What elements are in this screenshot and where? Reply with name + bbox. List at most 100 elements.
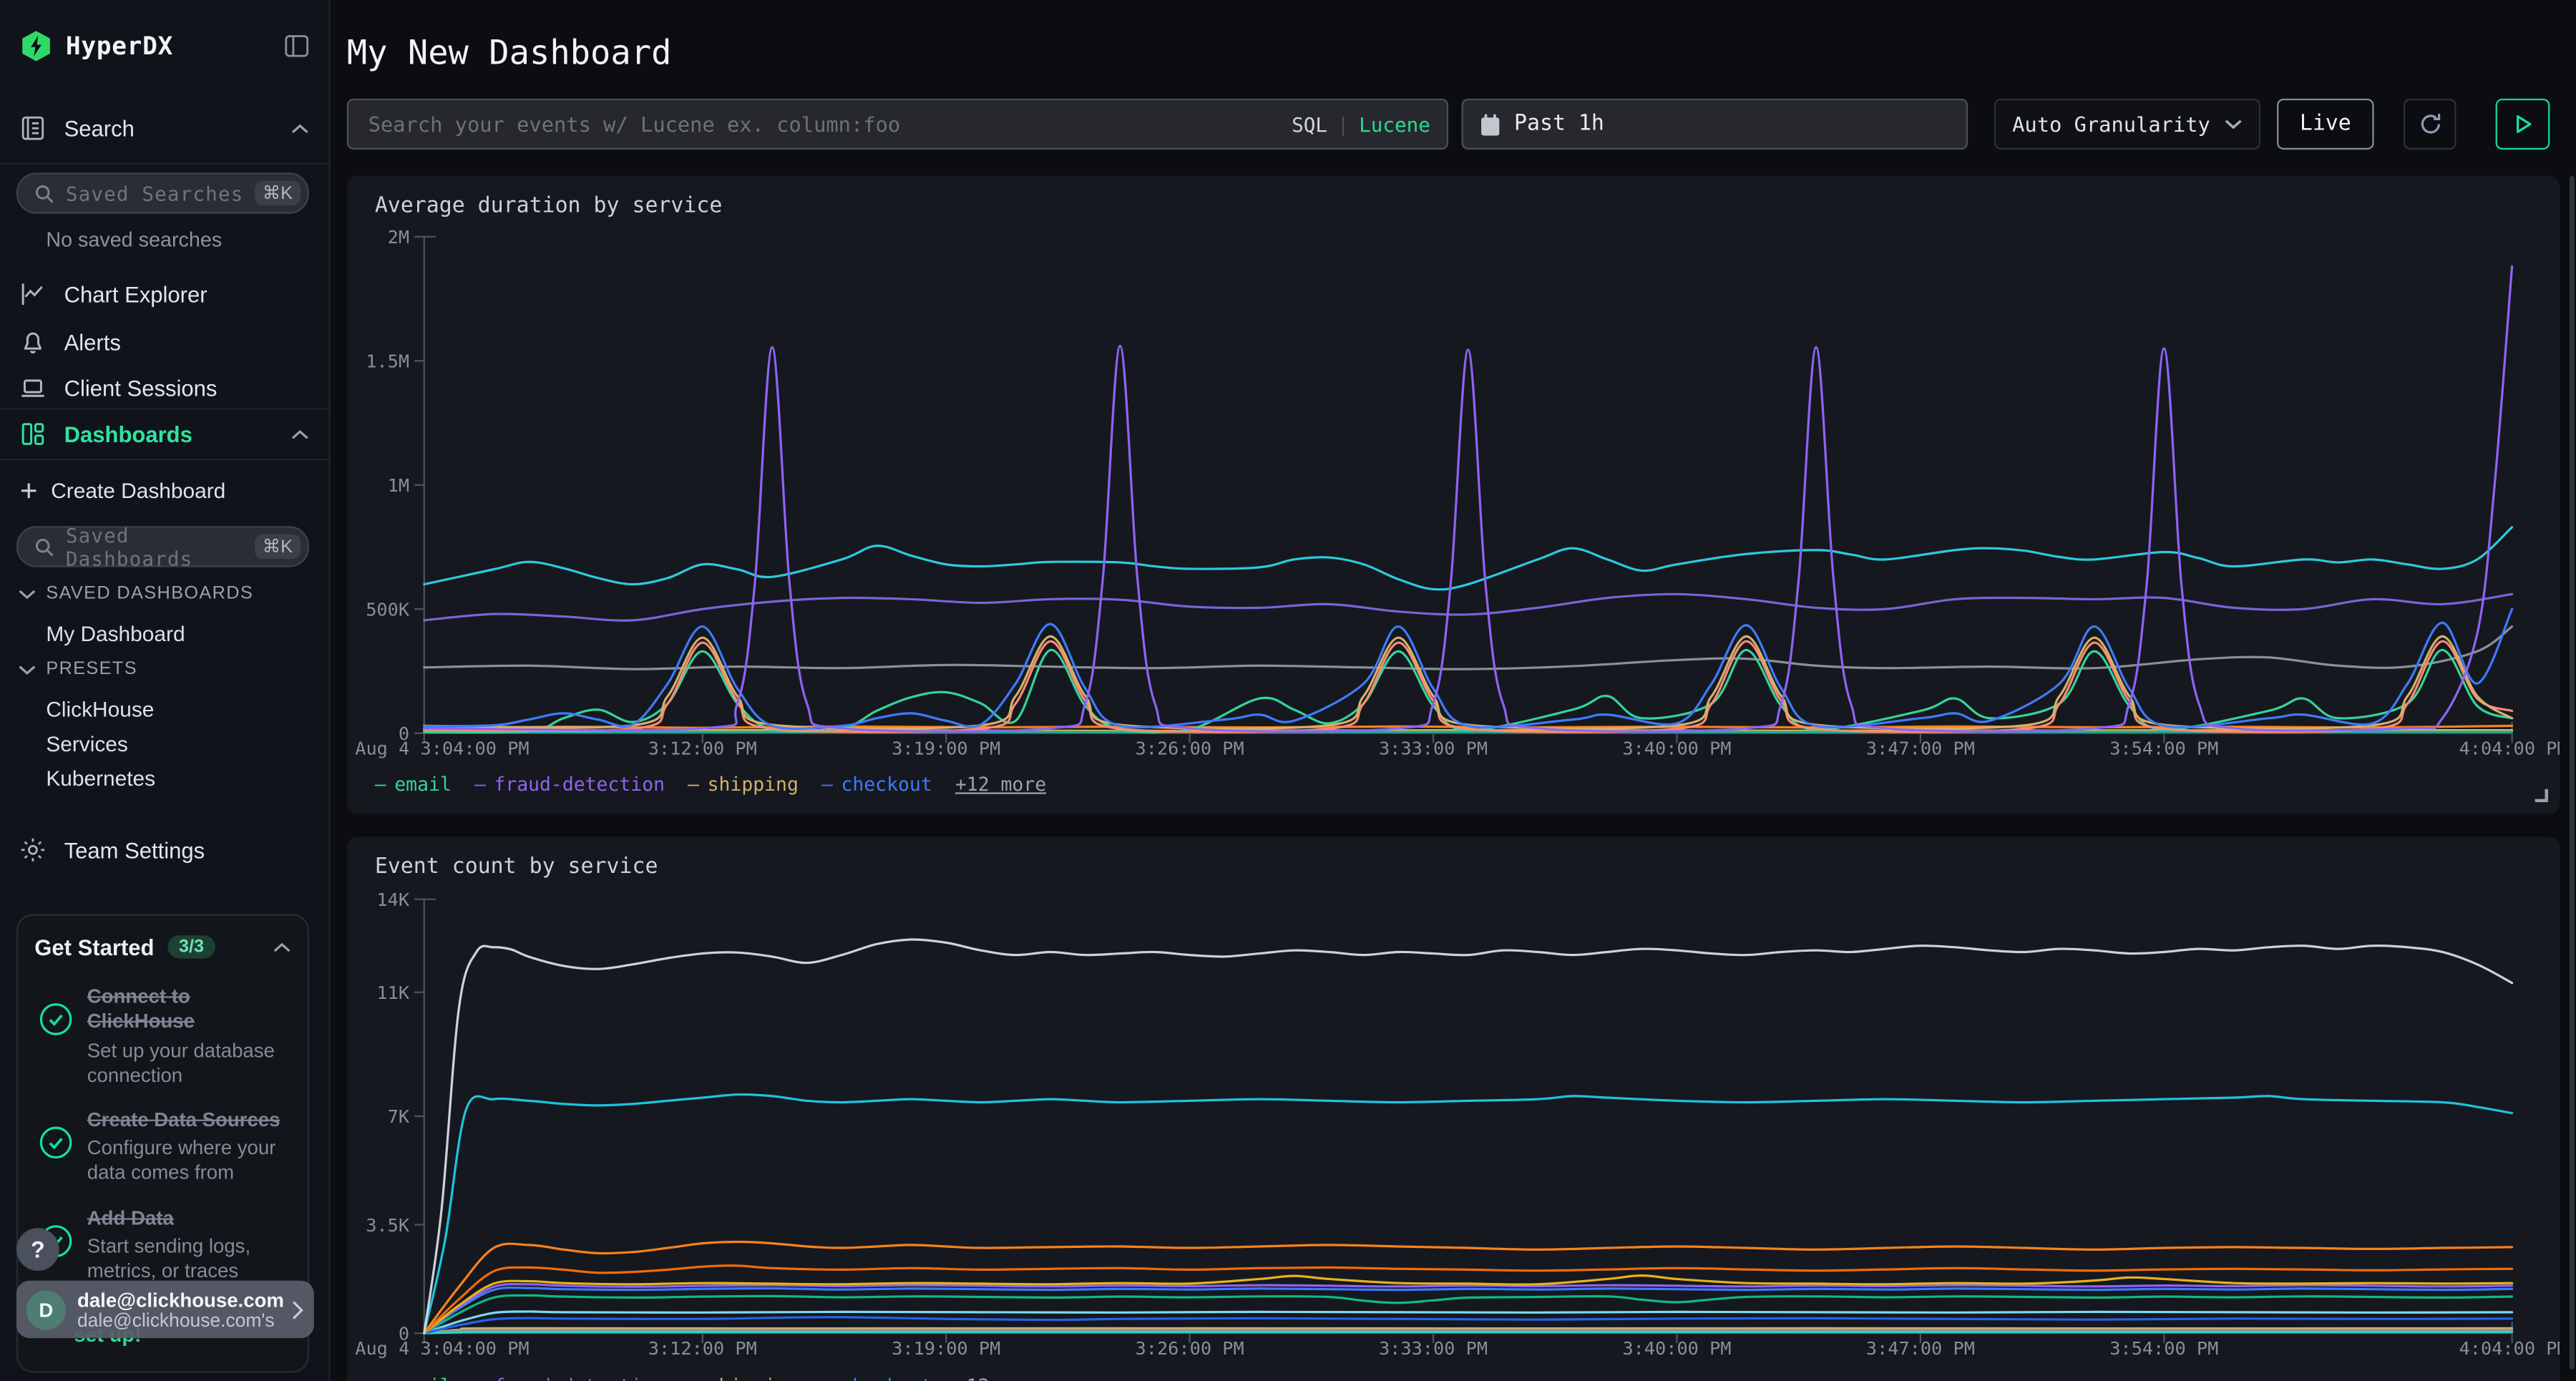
granularity-select[interactable]: Auto Granularity [1994, 99, 2260, 150]
sidebar-item-team-settings[interactable]: Team Settings [0, 830, 328, 869]
svg-text:3:47:00 PM: 3:47:00 PM [1866, 738, 1975, 759]
legend-item-fraud-detection[interactable]: — fraud-detection [474, 1375, 665, 1381]
sidebar-item-search[interactable]: Search [0, 109, 328, 148]
help-label: ? [31, 1236, 45, 1263]
search-section-icon [20, 114, 48, 142]
checklist-item-subtitle: Configure where your data comes from [87, 1136, 291, 1186]
checklist-item-title: Connect to ClickHouse [87, 985, 291, 1035]
line-chart-event-count[interactable]: 03.5K7K11K14KAug 4 3:04:00 PM3:12:00 PM3… [347, 886, 2560, 1379]
legend-item-shipping[interactable]: — shipping [688, 773, 799, 796]
svg-text:4:04:00 PM: 4:04:00 PM [2459, 738, 2560, 759]
saved-searches-placeholder: Saved Searches [66, 182, 254, 205]
get-started-header[interactable]: Get Started 3/3 [34, 929, 291, 965]
legend-item-email[interactable]: —email [375, 773, 452, 796]
sidebar-item-label: Alerts [64, 330, 121, 354]
get-started-title: Get Started [34, 935, 154, 959]
lucene-toggle[interactable]: Lucene [1359, 112, 1430, 135]
svg-text:3:12:00 PM: 3:12:00 PM [648, 738, 757, 759]
vertical-scrollbar[interactable] [2570, 176, 2575, 1370]
chevron-down-icon [18, 587, 36, 599]
help-button[interactable]: ? [16, 1228, 59, 1271]
run-query-button[interactable] [2496, 99, 2550, 150]
progress-badge: 3/3 [167, 935, 215, 958]
sidebar-item-kubernetes[interactable]: Kubernetes [0, 763, 328, 792]
legend-label: email [394, 773, 452, 796]
shortcut-badge: ⌘K [254, 535, 301, 559]
play-icon [2513, 114, 2533, 135]
chart-legend: —email—fraud-detection—shipping—checkout… [375, 773, 1046, 796]
sidebar-item-clickhouse[interactable]: ClickHouse [0, 694, 328, 723]
saved-dashboards-section-header[interactable]: SAVED DASHBOARDS [0, 584, 328, 604]
saved-searches-input[interactable]: Saved Searches ⌘K [16, 172, 309, 213]
time-range-picker[interactable]: Past 1h [1461, 99, 1968, 150]
sidebar-item-my-dashboard[interactable]: My Dashboard [0, 618, 328, 648]
chart-panel-avg-duration: Average duration by service 0500K1M1.5M2… [347, 176, 2560, 814]
chart-explorer-icon [20, 280, 48, 308]
saved-dashboards-input[interactable]: Saved Dashboards ⌘K [16, 526, 309, 567]
brand-name: HyperDX [66, 31, 285, 61]
legend-swatch: — [821, 1375, 833, 1381]
legend-item-checkout[interactable]: —checkout [821, 773, 932, 796]
bell-icon [20, 328, 48, 356]
legend-swatch: — [474, 1375, 486, 1381]
legend-swatch: — [688, 1375, 699, 1381]
toolbar: SQL | Lucene Past 1h Auto Granularity Li… [347, 99, 2550, 150]
legend-label: shipping [708, 1375, 799, 1381]
sidebar-item-label: Client Sessions [64, 376, 218, 400]
user-menu[interactable]: D dale@clickhouse.com dale@clickhouse.co… [16, 1281, 314, 1338]
svg-text:1.5M: 1.5M [366, 351, 409, 371]
legend-label: fraud-detection [494, 1375, 665, 1381]
refresh-button[interactable] [2404, 99, 2457, 150]
svg-text:1M: 1M [388, 475, 409, 496]
svg-text:3:54:00 PM: 3:54:00 PM [2109, 1338, 2218, 1359]
legend-item-email[interactable]: —email [375, 1375, 452, 1381]
svg-text:3:33:00 PM: 3:33:00 PM [1379, 738, 1488, 759]
divider [0, 408, 328, 409]
check-circle-icon [38, 1124, 74, 1161]
svg-text:7K: 7K [388, 1106, 410, 1127]
sidebar-item-alerts[interactable]: Alerts [0, 322, 328, 361]
svg-text:14K: 14K [376, 889, 409, 910]
svg-text:3:12:00 PM: 3:12:00 PM [648, 1338, 757, 1359]
preset-label: ClickHouse [46, 696, 154, 721]
sidebar-item-chart-explorer[interactable]: Chart Explorer [0, 275, 328, 314]
preset-label: Kubernetes [46, 765, 155, 789]
create-dashboard-button[interactable]: Create Dashboard [0, 475, 328, 504]
checklist-item-connect[interactable]: Connect to ClickHouse Set up your databa… [34, 985, 291, 1088]
page-title: My New Dashboard [347, 33, 672, 72]
legend-label: shipping [708, 773, 799, 796]
svg-text:4:04:00 PM: 4:04:00 PM [2459, 1338, 2560, 1359]
sidebar-item-client-sessions[interactable]: Client Sessions [0, 369, 328, 408]
line-chart-avg-duration[interactable]: 0500K1M1.5M2MAug 4 3:04:00 PM3:12:00 PM3… [347, 225, 2560, 784]
chart-legend: —email—fraud-detection—shipping—checkout… [375, 1375, 1046, 1381]
resize-handle[interactable] [2532, 786, 2548, 802]
search-icon [34, 537, 54, 557]
legend-more[interactable]: +12 more [955, 773, 1046, 796]
legend-swatch: — [474, 773, 486, 796]
live-button[interactable]: Live [2277, 99, 2374, 150]
svg-text:3:19:00 PM: 3:19:00 PM [892, 738, 1000, 759]
checklist-item-data-sources[interactable]: Create Data Sources Configure where your… [34, 1108, 291, 1186]
svg-text:3:54:00 PM: 3:54:00 PM [2109, 738, 2218, 759]
user-subtitle: dale@clickhouse.com's [77, 1311, 291, 1331]
svg-text:3.5K: 3.5K [366, 1215, 410, 1236]
divider [0, 162, 328, 164]
chevron-up-icon [291, 428, 309, 439]
legend-item-checkout[interactable]: —checkout [821, 1375, 932, 1381]
legend-item-fraud-detection[interactable]: —fraud-detection [474, 773, 665, 796]
sidebar-item-dashboards[interactable]: Dashboards [0, 414, 328, 454]
chart-panel-event-count: Event count by service 03.5K7K11K14KAug … [347, 836, 2560, 1381]
legend-swatch: — [688, 773, 699, 796]
checklist-item-add-data[interactable]: Add Data Start sending logs, metrics, or… [34, 1206, 291, 1284]
legend-item-shipping[interactable]: — shipping [688, 1375, 799, 1381]
sidebar-item-label: Team Settings [64, 838, 205, 862]
legend-more[interactable]: +12 more [955, 1375, 1046, 1381]
legend-swatch: — [375, 1375, 386, 1381]
dashboards-icon [20, 420, 48, 448]
sidebar-item-services[interactable]: Services [0, 728, 328, 758]
presets-section-header[interactable]: PRESETS [0, 659, 328, 679]
event-search-input[interactable] [348, 100, 1447, 148]
sql-toggle[interactable]: SQL [1292, 112, 1327, 135]
checklist-item-subtitle: Start sending logs, metrics, or traces [87, 1234, 291, 1284]
collapse-sidebar-icon[interactable] [284, 34, 308, 57]
